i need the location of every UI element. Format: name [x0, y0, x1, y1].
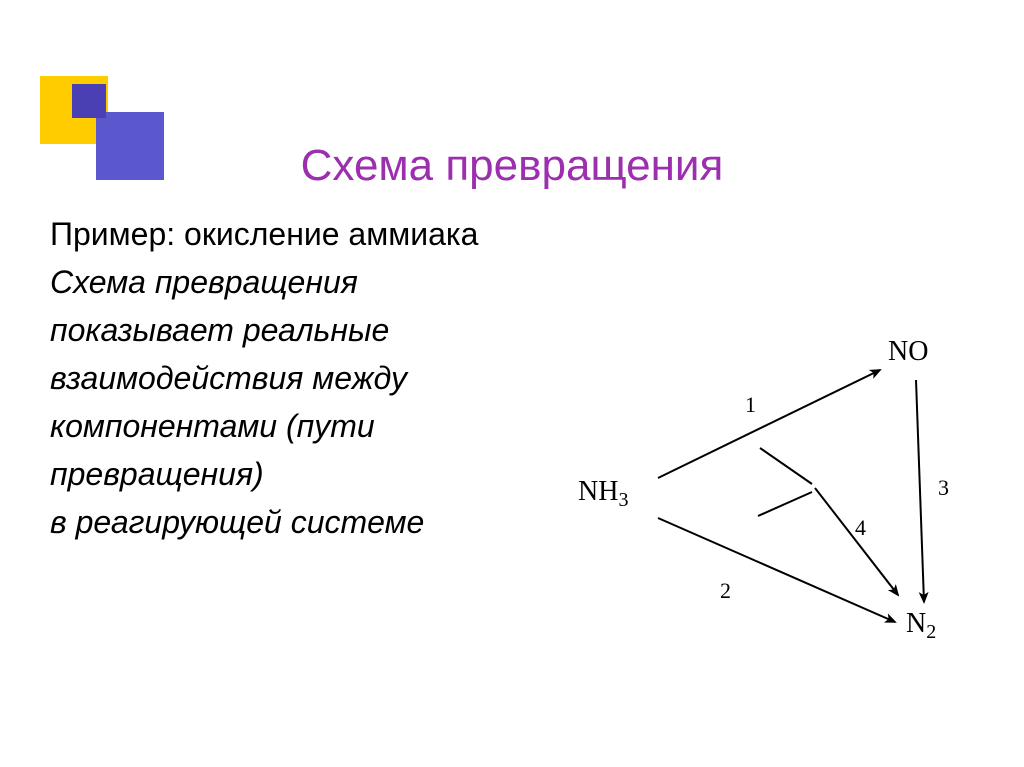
- node-no: NO: [888, 336, 928, 367]
- body-line: компонентами (пути: [50, 402, 478, 450]
- merge-branch-bottom: [758, 492, 812, 516]
- body-line: в реагирующей системе: [50, 498, 478, 546]
- page-title: Схема превращения: [0, 141, 1024, 191]
- edge-1: [658, 370, 880, 478]
- node-nh3: NH3: [578, 476, 628, 511]
- deco-small-blue-square: [72, 84, 106, 118]
- body-line: Схема превращения: [50, 258, 478, 306]
- body-line: взаимодействия между: [50, 354, 478, 402]
- body-line: Пример: окисление аммиака: [50, 210, 478, 258]
- merge-branch-top: [760, 448, 812, 484]
- reaction-diagram: NH3 NO N2 1 2 3 4: [540, 320, 980, 650]
- body-line: показывает реальные: [50, 306, 478, 354]
- edge-label-3: 3: [938, 475, 949, 500]
- edge-label-2: 2: [720, 578, 731, 603]
- edge-label-1: 1: [745, 392, 756, 417]
- body-text: Пример: окисление аммиака Схема превраще…: [50, 210, 478, 546]
- diagram-svg: NH3 NO N2 1 2 3 4: [540, 320, 980, 650]
- edge-4: [815, 488, 898, 595]
- edge-label-4: 4: [855, 515, 866, 540]
- node-n2: N2: [906, 608, 936, 643]
- body-line: превращения): [50, 450, 478, 498]
- edge-3: [916, 380, 924, 602]
